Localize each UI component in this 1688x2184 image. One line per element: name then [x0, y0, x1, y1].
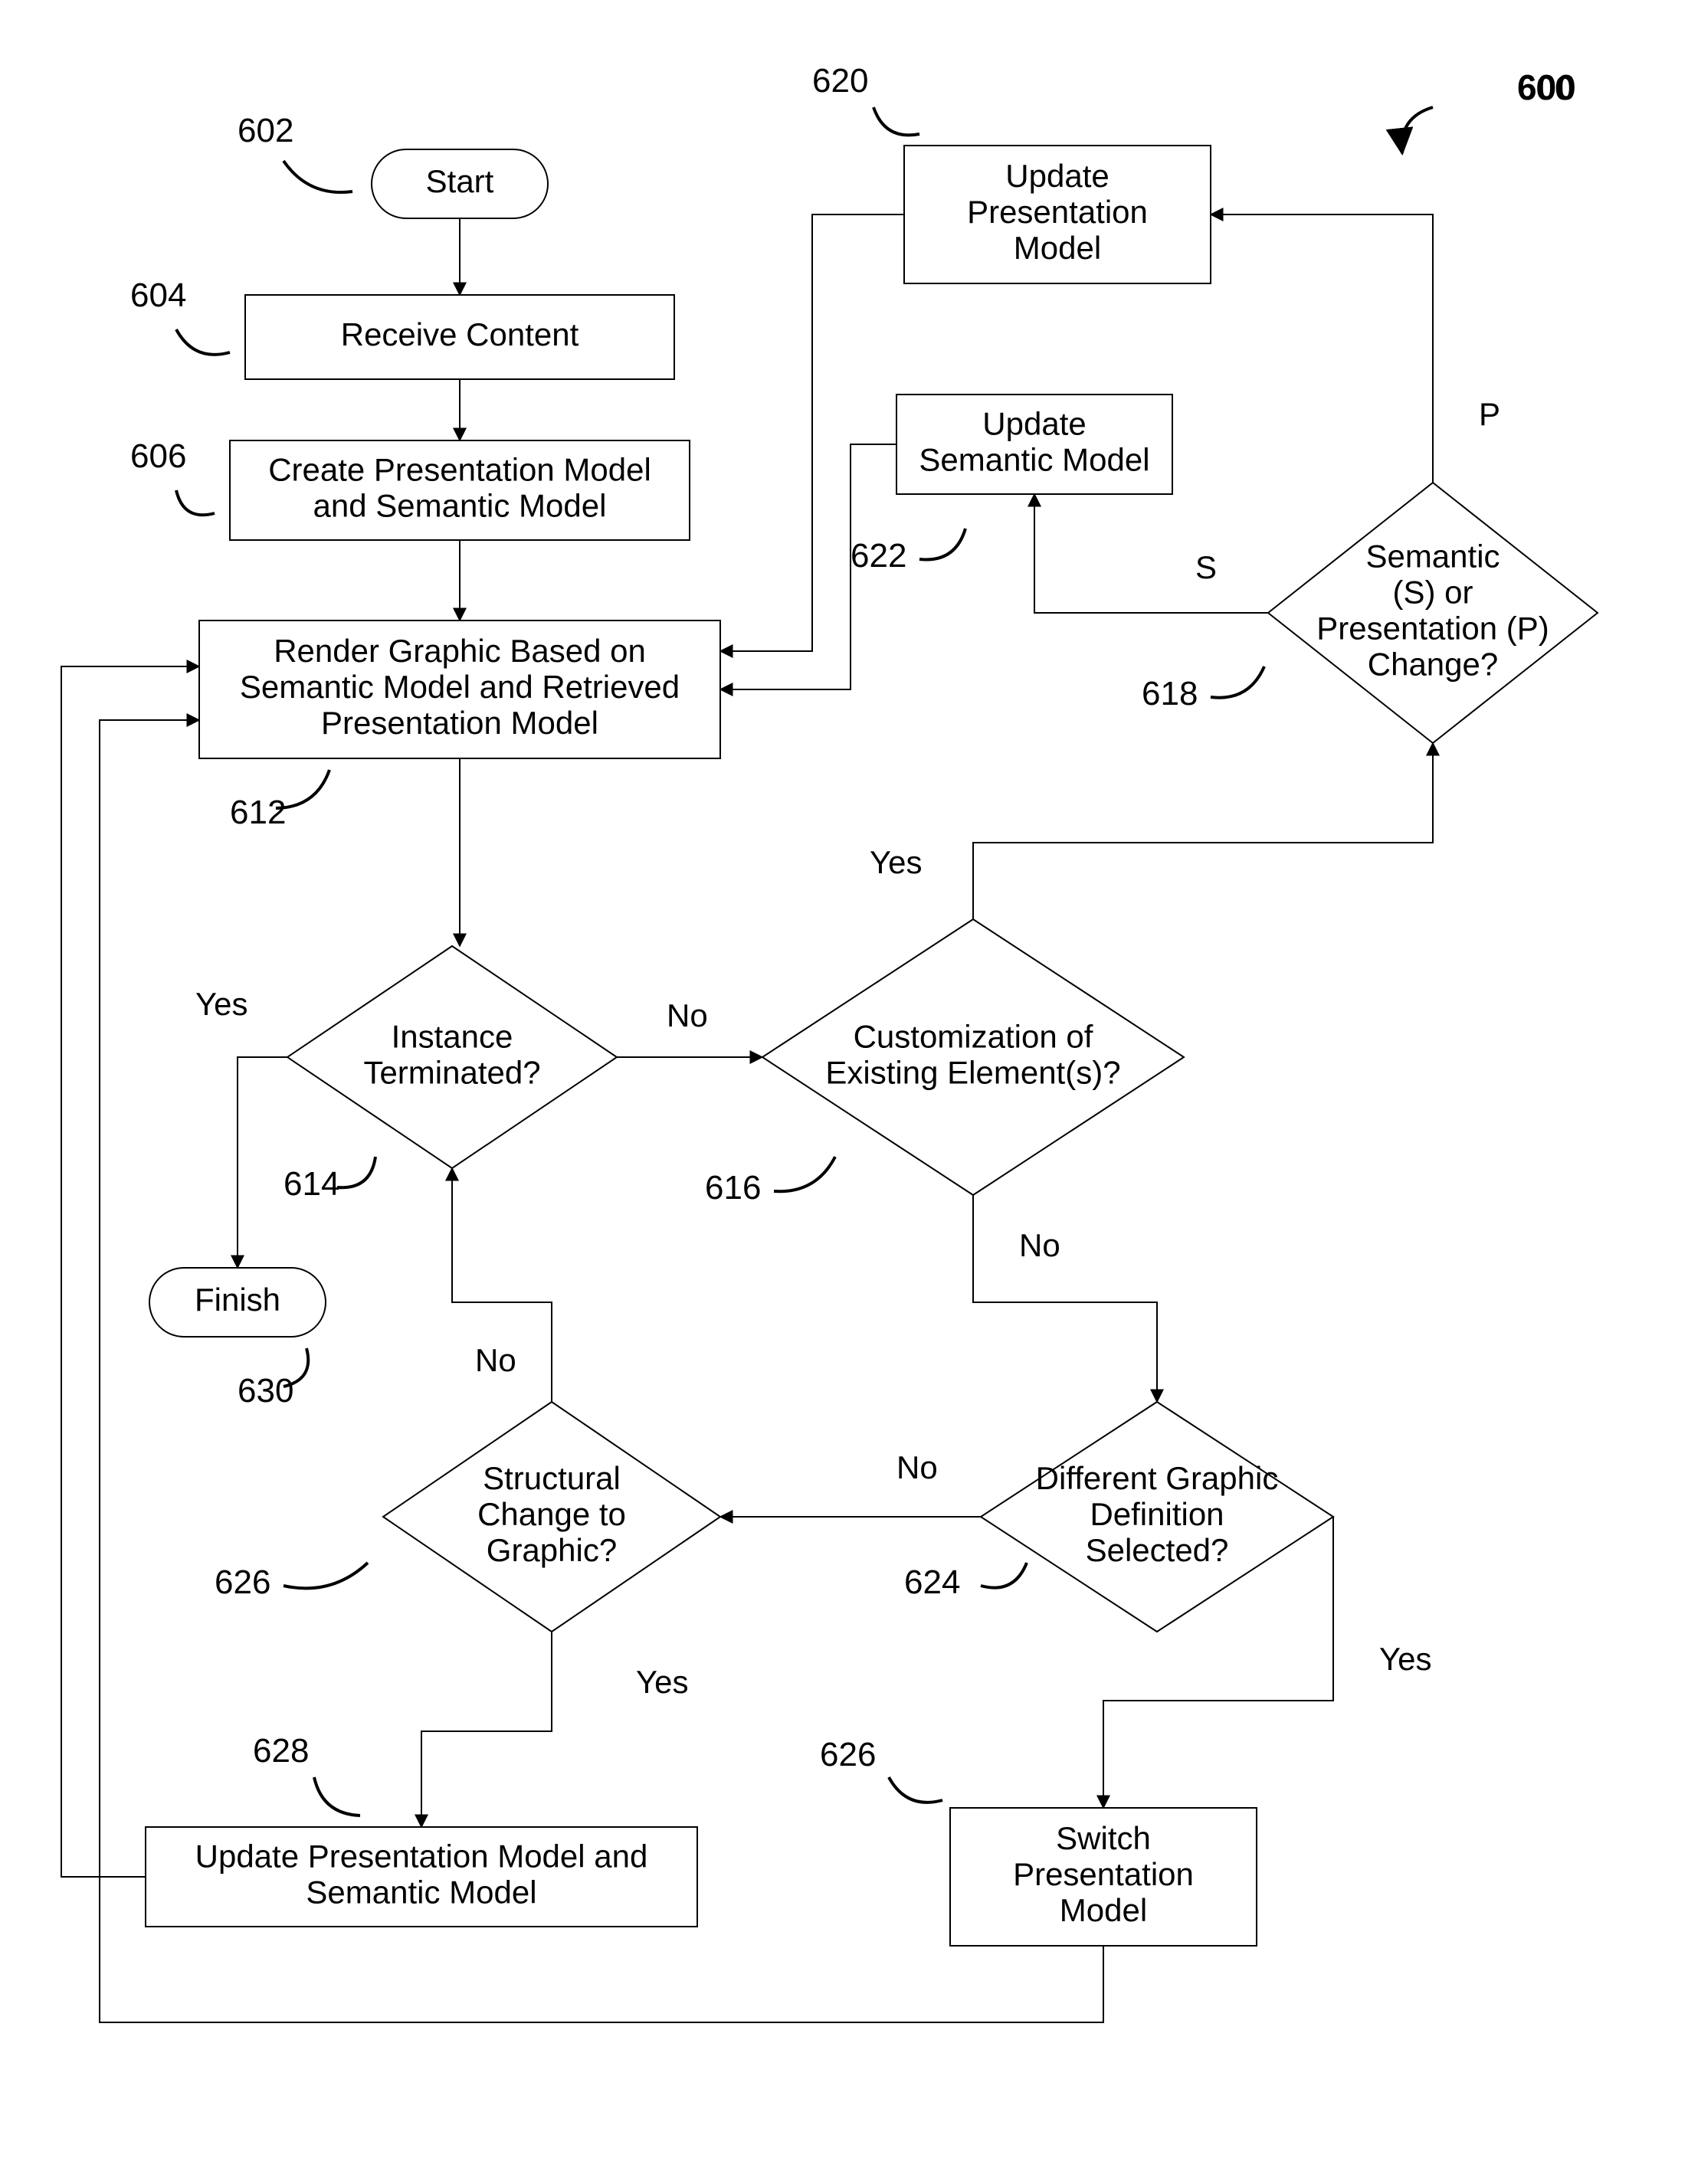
- node-finish-label-line: Finish: [195, 1282, 280, 1318]
- node-start: Start: [372, 149, 548, 218]
- node-n620-label-line: Model: [1014, 230, 1101, 266]
- node-n612: Render Graphic Based onSemantic Model an…: [199, 620, 720, 758]
- node-n604-label-line: Receive Content: [341, 316, 579, 352]
- ref-leader-616: [774, 1157, 835, 1191]
- node-n626d-label-line: Change to: [477, 1496, 626, 1532]
- edge-label-no: No: [1019, 1227, 1060, 1263]
- node-n618-label-line: Semantic: [1365, 539, 1500, 575]
- node-n616: Customization ofExisting Element(s)?: [762, 919, 1184, 1195]
- node-n622-label-line: Update: [982, 406, 1086, 442]
- ref-628: 628: [253, 1732, 309, 1770]
- edge-label-yes: Yes: [1379, 1641, 1432, 1677]
- node-n616-label-line: Customization of: [854, 1019, 1093, 1055]
- edge-label-p: P: [1479, 396, 1500, 432]
- node-n626d-label-line: Structural: [483, 1460, 621, 1496]
- ref-leader-606: [176, 490, 215, 515]
- ref-614: 614: [284, 1165, 339, 1203]
- ref-618: 618: [1142, 675, 1198, 712]
- edge-label-no: No: [475, 1342, 516, 1378]
- node-n624-label-line: Different Graphic: [1036, 1460, 1279, 1496]
- edge-label-s: S: [1195, 549, 1217, 585]
- ref-leader-602: [284, 161, 352, 192]
- edge-label-yes: Yes: [636, 1664, 689, 1700]
- node-n626d-label-line: Graphic?: [487, 1532, 617, 1568]
- edge-n614-finish: [238, 1057, 287, 1268]
- node-start-label-line: Start: [426, 163, 494, 199]
- node-n618-label-line: (S) or: [1393, 575, 1473, 611]
- node-n614-label-line: Instance: [392, 1019, 513, 1055]
- node-n618: Semantic(S) orPresentation (P)Change?: [1268, 483, 1598, 743]
- flowchart-600: Start Receive Content Create Presentation …: [0, 0, 1688, 2184]
- node-n616-label-line: Existing Element(s)?: [825, 1055, 1120, 1091]
- node-n606: Create Presentation Modeland Semantic Mo…: [230, 440, 690, 540]
- ref-leader-626: [889, 1777, 942, 1803]
- ref-leader-600: [1402, 107, 1433, 153]
- node-n604-label: Receive Content: [341, 316, 579, 352]
- node-n624-label-line: Selected?: [1086, 1532, 1229, 1568]
- figure-ref-600: 600: [1517, 67, 1576, 107]
- ref-612: 612: [230, 794, 286, 831]
- node-n606-label-line: Create Presentation Model: [268, 452, 651, 488]
- node-n628: Update Presentation Model andSemantic Mo…: [146, 1827, 697, 1927]
- ref-leader-604: [176, 329, 230, 355]
- ref-622: 622: [851, 537, 906, 575]
- edge-label-yes: Yes: [195, 986, 248, 1022]
- ref-602: 602: [238, 112, 293, 149]
- node-n622: UpdateSemantic Model: [896, 395, 1172, 494]
- node-n624-label-line: Definition: [1090, 1496, 1224, 1532]
- edge-n618-n620: [1211, 214, 1433, 483]
- edge-n616-n618: [973, 743, 1433, 919]
- node-start-label: Start: [426, 163, 494, 199]
- ref-leader-624: [981, 1563, 1027, 1588]
- ref-606: 606: [130, 437, 186, 475]
- ref-626: 626: [215, 1564, 270, 1601]
- node-n626d-label: StructuralChange toGraphic?: [477, 1460, 626, 1568]
- ref-leader-626: [284, 1563, 368, 1588]
- node-n628-label-line: Semantic Model: [306, 1875, 536, 1911]
- ref-624: 624: [904, 1564, 960, 1601]
- ref-leader-614: [337, 1157, 375, 1187]
- edge-n616-n624: [973, 1195, 1157, 1402]
- node-finish: Finish: [149, 1268, 326, 1337]
- node-n618-label-line: Presentation (P): [1316, 611, 1549, 647]
- node-n626r-label-line: Model: [1060, 1892, 1147, 1928]
- node-n626r-label-line: Switch: [1056, 1820, 1151, 1856]
- node-n614: InstanceTerminated?: [287, 946, 617, 1168]
- node-n612-label-line: Presentation Model: [321, 705, 598, 741]
- edge-label-no: No: [667, 997, 708, 1033]
- node-n624: Different GraphicDefinitionSelected?: [981, 1402, 1333, 1632]
- ref-626: 626: [820, 1736, 876, 1773]
- node-n606-label: Create Presentation Modeland Semantic Mo…: [268, 452, 651, 524]
- node-n622-label-line: Semantic Model: [919, 442, 1149, 478]
- node-n616-label: Customization ofExisting Element(s)?: [825, 1019, 1120, 1091]
- ref-leader-620: [873, 107, 919, 135]
- node-n628-label-line: Update Presentation Model and: [195, 1839, 648, 1875]
- node-n626d: StructuralChange toGraphic?: [383, 1402, 720, 1632]
- node-n606-label-line: and Semantic Model: [313, 488, 607, 524]
- node-n618-label-line: Change?: [1368, 647, 1498, 683]
- node-n612-label-line: Render Graphic Based on: [274, 633, 646, 669]
- node-n626r: SwitchPresentationModel: [950, 1808, 1257, 1946]
- ref-630: 630: [238, 1372, 293, 1410]
- ref-620: 620: [812, 62, 868, 100]
- node-n614-label-line: Terminated?: [363, 1055, 540, 1091]
- ref-leader-618: [1211, 666, 1264, 698]
- ref-leader-628: [314, 1777, 360, 1816]
- ref-leader-622: [919, 529, 965, 559]
- edge-label-yes: Yes: [870, 844, 923, 880]
- node-n620-label-line: Presentation: [967, 194, 1148, 230]
- node-n626r-label-line: Presentation: [1013, 1856, 1194, 1892]
- edge-label-no: No: [896, 1449, 938, 1485]
- node-n620-label-line: Update: [1005, 158, 1109, 194]
- edge-n620-n612: [720, 214, 904, 651]
- ref-616: 616: [705, 1169, 761, 1207]
- edge-n626d-n628: [421, 1632, 552, 1827]
- node-n620: UpdatePresentationModel: [904, 146, 1211, 283]
- ref-604: 604: [130, 277, 186, 314]
- edge-n618-n622: [1034, 494, 1268, 613]
- node-n604: Receive Content: [245, 295, 674, 379]
- node-finish-label: Finish: [195, 1282, 280, 1318]
- node-n612-label-line: Semantic Model and Retrieved: [240, 669, 680, 705]
